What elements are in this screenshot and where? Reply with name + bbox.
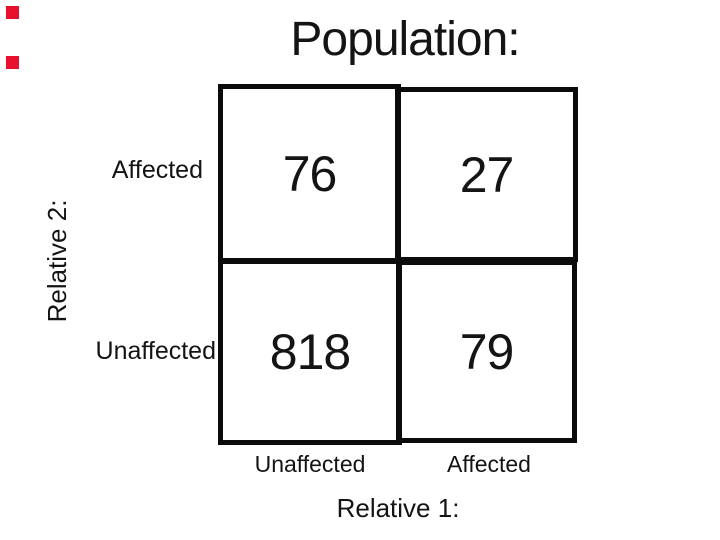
cell-value: 818 (269, 323, 351, 380)
red-corner-marker-icon (6, 56, 19, 69)
row-label-unaffected: Unaffected (95, 337, 216, 365)
table-cell-bottom-right: 79 (396, 260, 577, 443)
col-label-unaffected: Unaffected (254, 451, 366, 477)
cell-value: 79 (459, 323, 515, 380)
col-label-affected: Affected (447, 451, 531, 477)
red-corner-marker-icon (6, 6, 19, 19)
cell-value: 27 (459, 146, 515, 203)
row-label-affected: Affected (111, 156, 203, 184)
page-title: Population: (290, 13, 520, 66)
table-cell-bottom-left: 818 (218, 258, 402, 445)
table-cell-top-left: 76 (218, 84, 401, 264)
x-axis-label: Relative 1: (336, 493, 460, 523)
cell-value: 76 (282, 146, 338, 202)
y-axis-label: Relative 2: (42, 199, 72, 323)
table-cell-top-right: 27 (395, 87, 578, 262)
